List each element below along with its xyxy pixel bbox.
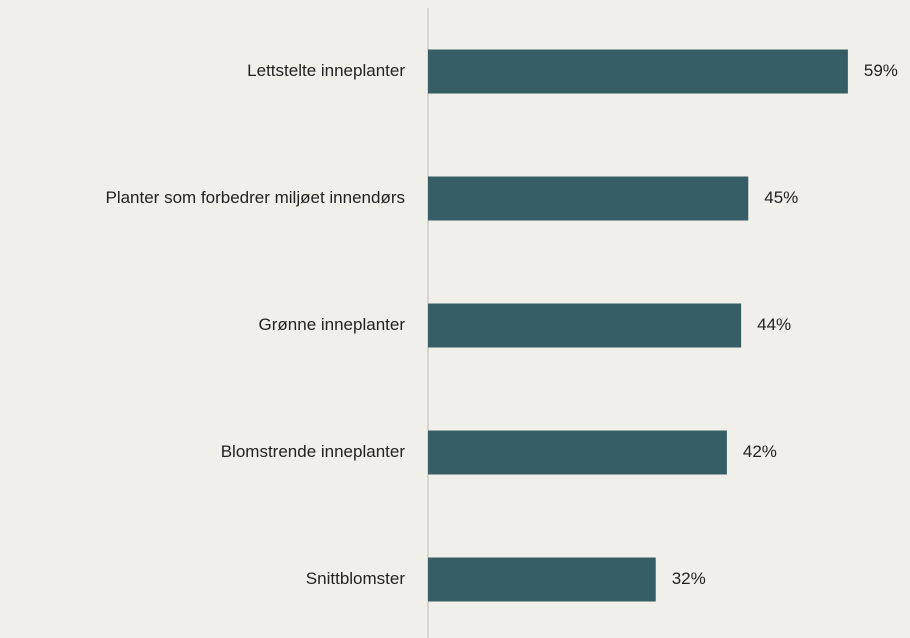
value-label: 59% [864,61,898,80]
category-label: Lettstelte inneplanter [247,61,405,80]
category-label: Grønne inneplanter [259,315,406,334]
bar [428,49,848,94]
bar [428,176,749,221]
value-label: 45% [764,188,798,207]
bar [428,303,742,348]
category-label: Blomstrende inneplanter [221,442,406,461]
bar [428,557,656,602]
value-label: 42% [743,442,777,461]
category-label: Snittblomster [306,569,406,588]
bar [428,430,727,475]
value-label: 44% [757,315,791,334]
value-label: 32% [672,569,706,588]
category-label: Planter som forbedrer miljøet innendørs [105,188,405,207]
